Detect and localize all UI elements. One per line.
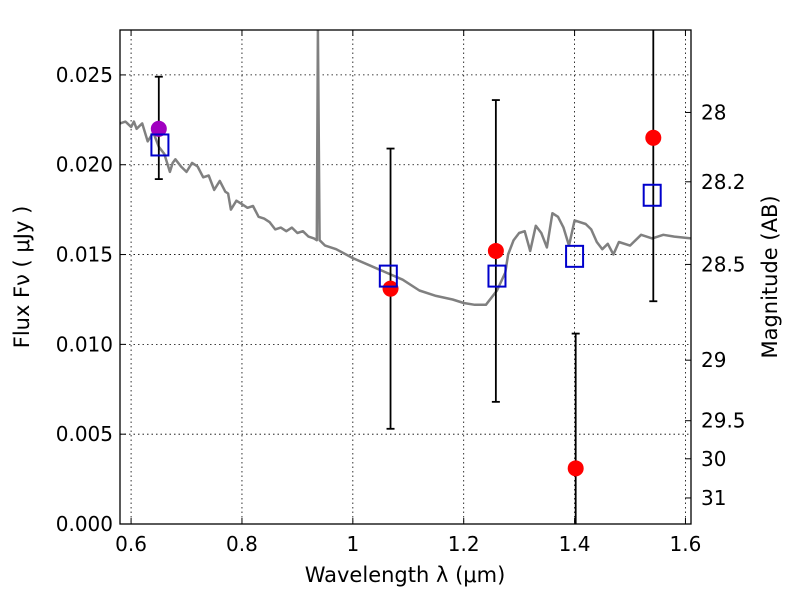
x-tick-label: 1.6 (670, 532, 702, 556)
photometry-point (382, 280, 399, 297)
right-axis-title: Magnitude (AB) (758, 195, 782, 358)
model-photometry-square (565, 244, 585, 268)
x-tick-label: 1.2 (448, 532, 480, 556)
model-photometry-square (378, 264, 398, 288)
y-tick-label: 0.015 (56, 243, 113, 267)
y-tick-label: 0.010 (56, 332, 113, 356)
model-spectrum-line (120, 30, 691, 307)
photometry-point (487, 242, 504, 259)
right-tick-label: 28 (701, 100, 726, 124)
photometry-point (150, 120, 167, 137)
plot-area (120, 30, 691, 307)
error-bars (150, 30, 662, 524)
x-tick-label: 1.4 (559, 532, 591, 556)
photometry-point (645, 129, 662, 146)
axis-ticks: 0.6 0.8 1 1.2 1.4 1.6 0.000 0.005 0.010 0.015 0.02… (56, 30, 746, 556)
x-tick-label: 0.8 (226, 532, 258, 556)
right-tick-label: 28.5 (701, 252, 746, 276)
right-tick-label: 30 (701, 447, 726, 471)
x-axis-title: Wavelength λ (μm) (305, 563, 506, 587)
y-tick-label: 0.000 (56, 512, 113, 536)
plot-frame (119, 29, 692, 525)
x-tick-label: 1 (346, 532, 359, 556)
right-tick-label: 29.5 (701, 409, 746, 433)
x-tick-label: 0.6 (115, 532, 147, 556)
grid (120, 30, 691, 525)
model-photometry-square (150, 133, 170, 157)
right-tick-label: 31 (701, 486, 726, 510)
y-tick-label: 0.005 (56, 422, 113, 446)
model-photometry-square (487, 264, 507, 288)
y-tick-label: 0.025 (56, 63, 113, 87)
model-photometry-square (642, 183, 662, 207)
y-axis-title: Flux Fν ( μJy ) (10, 206, 34, 349)
right-tick-label: 28.2 (701, 170, 746, 194)
photometry-point (567, 460, 584, 477)
y-tick-label: 0.020 (56, 153, 113, 177)
right-tick-label: 29 (701, 348, 726, 372)
